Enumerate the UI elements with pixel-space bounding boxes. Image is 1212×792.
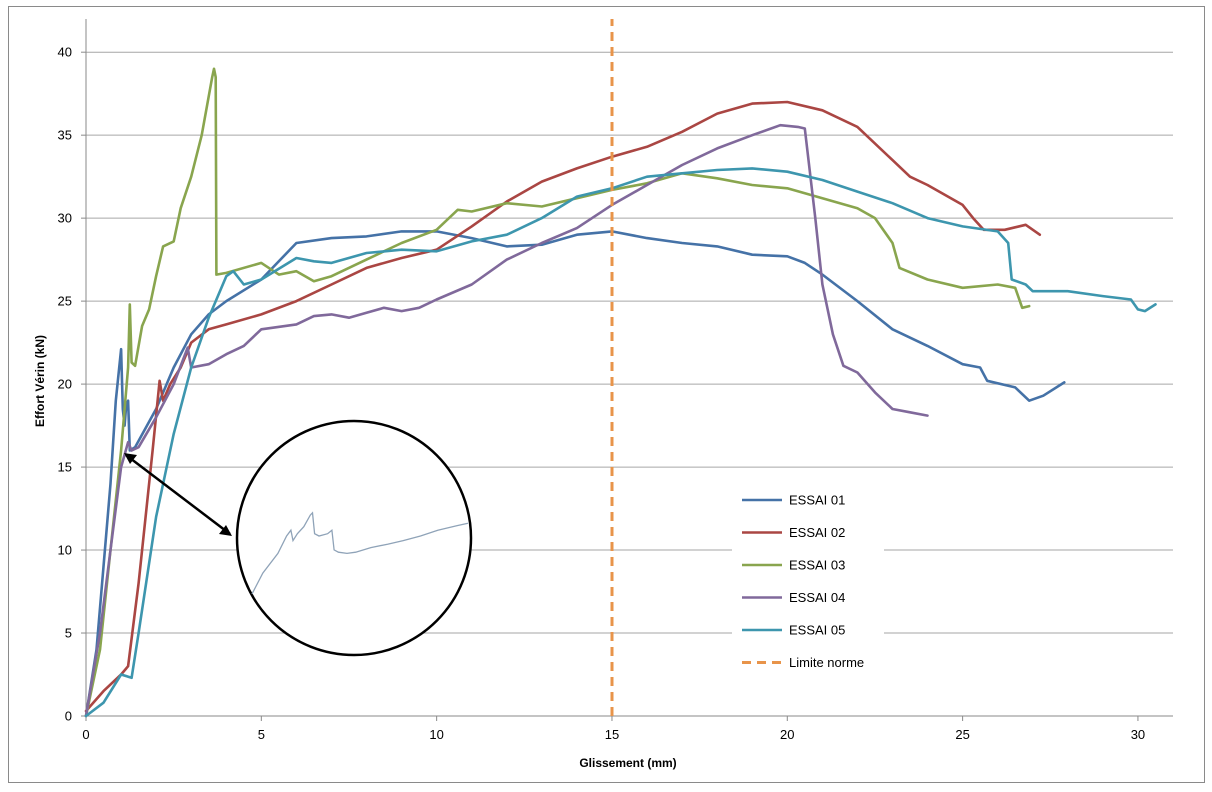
x-tick-label: 5 — [258, 727, 265, 742]
y-tick-label: 20 — [58, 377, 72, 392]
x-axis-title: Glissement (mm) — [579, 756, 676, 770]
y-axis-title: Effort Vérin (kN) — [33, 335, 47, 427]
y-tick-label: 15 — [58, 460, 72, 475]
zoom-inset — [124, 419, 473, 657]
y-tick-label: 5 — [65, 626, 72, 641]
x-tick-label: 10 — [429, 727, 443, 742]
y-tick-label: 30 — [58, 211, 72, 226]
legend-label-1: ESSAI 01 — [789, 493, 845, 508]
zoom-circle — [235, 419, 473, 657]
legend-label-5: ESSAI 05 — [789, 623, 845, 638]
series-line-3 — [84, 67, 1031, 718]
zoom-arrow-line — [125, 454, 231, 535]
x-tick-label: 20 — [780, 727, 794, 742]
legend-label-6: Limite norme — [789, 655, 864, 670]
axes: 0 5 10 15 20 25 30 35 40 0 5 10 15 20 25 30 — [58, 19, 1173, 742]
series-line-1 — [84, 230, 1066, 718]
y-tick-label: 25 — [58, 294, 72, 309]
series-line-4 — [84, 123, 929, 718]
y-tick-label: 10 — [58, 543, 72, 558]
x-tick-label: 0 — [82, 727, 89, 742]
legend-label-2: ESSAI 02 — [789, 525, 845, 540]
zoom-arrow-head — [219, 525, 232, 536]
series-line-2 — [84, 100, 1042, 713]
legend: ESSAI 01 ESSAI 02 ESSAI 03 ESSAI 04 ESSAI 05… — [732, 480, 884, 680]
x-tick-label: 30 — [1131, 727, 1145, 742]
legend-label-3: ESSAI 03 — [789, 558, 845, 573]
y-tick-label: 40 — [58, 45, 72, 60]
x-tick-label: 15 — [605, 727, 619, 742]
series-group — [84, 19, 1157, 718]
y-tick-label: 0 — [65, 709, 72, 724]
chart-area-border — [8, 6, 1205, 783]
x-tick-label: 25 — [955, 727, 969, 742]
series-line-5 — [84, 167, 1157, 718]
y-tick-label: 35 — [58, 128, 72, 143]
zoom-detail-curve — [251, 511, 469, 595]
legend-background — [732, 480, 884, 680]
legend-label-4: ESSAI 04 — [789, 590, 845, 605]
zoom-arrow-tail-head — [124, 453, 137, 464]
